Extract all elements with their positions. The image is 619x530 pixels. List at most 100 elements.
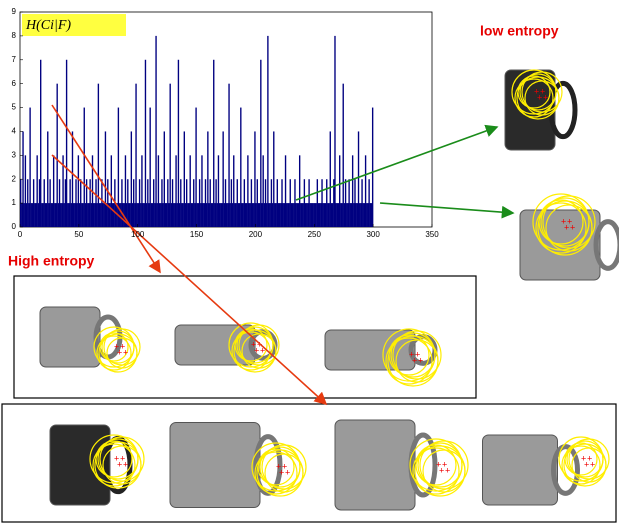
bar xyxy=(208,203,209,227)
bar xyxy=(347,203,348,227)
bar xyxy=(105,131,106,227)
bar xyxy=(154,203,155,227)
bar xyxy=(93,203,94,227)
bar xyxy=(46,203,47,227)
bar xyxy=(365,155,366,227)
bar xyxy=(279,203,280,227)
bar xyxy=(38,203,39,227)
bar xyxy=(84,108,85,227)
bar xyxy=(274,203,275,227)
y-tick-label: 0 xyxy=(12,222,17,231)
bar xyxy=(271,179,272,227)
bar xyxy=(339,155,340,227)
bar xyxy=(47,131,48,227)
bar xyxy=(61,203,62,227)
bar xyxy=(231,179,232,227)
bar xyxy=(44,179,45,227)
bar xyxy=(324,203,325,227)
bar xyxy=(232,203,233,227)
bar xyxy=(173,203,174,227)
bar xyxy=(213,60,214,227)
bar xyxy=(210,179,211,227)
bar xyxy=(45,203,46,227)
bar xyxy=(104,203,105,227)
bar xyxy=(28,203,29,227)
x-tick-label: 50 xyxy=(74,230,83,239)
bar xyxy=(325,203,326,227)
bar xyxy=(51,203,52,227)
bar xyxy=(292,203,293,227)
x-tick-label: 350 xyxy=(425,230,439,239)
bar xyxy=(340,203,341,227)
bar xyxy=(79,203,80,227)
bar xyxy=(49,179,50,227)
bar xyxy=(188,203,189,227)
low-entropy-label: low entropy xyxy=(480,23,559,39)
bar xyxy=(175,155,176,227)
feature-cross: + xyxy=(445,465,450,475)
bar xyxy=(366,203,367,227)
bar xyxy=(144,203,145,227)
bar xyxy=(39,179,40,227)
bar xyxy=(113,203,114,227)
bar xyxy=(250,203,251,227)
bar xyxy=(235,203,236,227)
bar xyxy=(186,179,187,227)
bar xyxy=(95,179,96,227)
bar xyxy=(238,203,239,227)
high-entropy-label: High entropy xyxy=(8,253,95,269)
bar xyxy=(259,203,260,227)
bar xyxy=(82,203,83,227)
bar xyxy=(66,60,67,227)
bar xyxy=(158,155,159,227)
bar xyxy=(165,203,166,227)
feature-cross: + xyxy=(123,347,128,357)
y-tick-label: 2 xyxy=(12,174,17,183)
feature-cross: + xyxy=(543,92,548,102)
bar xyxy=(145,60,146,227)
bar xyxy=(32,203,33,227)
bar xyxy=(199,179,200,227)
bar xyxy=(361,179,362,227)
bar xyxy=(304,179,305,227)
bar xyxy=(343,84,344,227)
bar xyxy=(125,155,126,227)
bar xyxy=(306,203,307,227)
bar xyxy=(308,179,309,227)
bar xyxy=(151,203,152,227)
bar xyxy=(353,203,354,227)
bar xyxy=(81,203,82,227)
bar xyxy=(253,203,254,227)
bar xyxy=(148,203,149,227)
bar xyxy=(319,203,320,227)
bar xyxy=(202,203,203,227)
bar xyxy=(40,60,41,227)
bar xyxy=(367,203,368,227)
bar xyxy=(300,203,301,227)
bar xyxy=(53,155,54,227)
bar xyxy=(290,179,291,227)
bar xyxy=(230,203,231,227)
bar xyxy=(147,179,148,227)
bar xyxy=(321,179,322,227)
bar xyxy=(21,203,22,227)
bar xyxy=(87,203,88,227)
bar xyxy=(112,203,113,227)
bar xyxy=(217,203,218,227)
bar xyxy=(27,179,28,227)
bar xyxy=(352,155,353,227)
bar xyxy=(34,203,35,227)
bar xyxy=(137,203,138,227)
bar xyxy=(317,179,318,227)
bar xyxy=(65,179,66,227)
bar xyxy=(191,203,192,227)
bar xyxy=(74,203,75,227)
bar xyxy=(131,131,132,227)
bar xyxy=(310,203,311,227)
bar xyxy=(80,179,81,227)
bar xyxy=(139,179,140,227)
bar xyxy=(344,203,345,227)
bar xyxy=(327,203,328,227)
bar xyxy=(224,203,225,227)
bar xyxy=(187,203,188,227)
